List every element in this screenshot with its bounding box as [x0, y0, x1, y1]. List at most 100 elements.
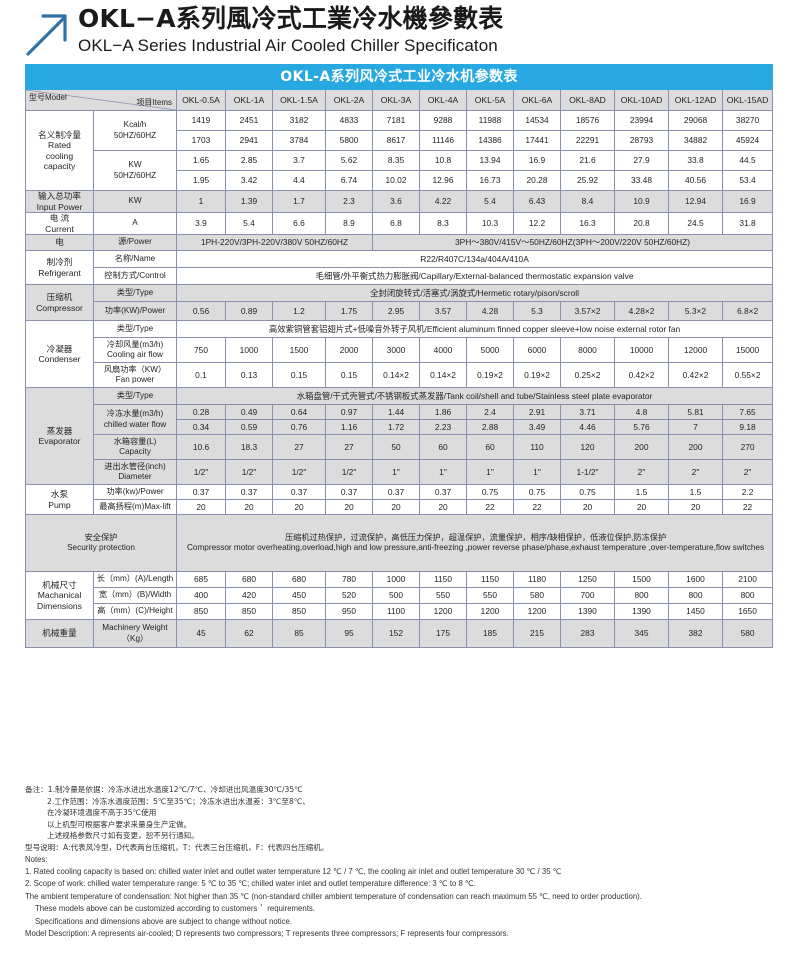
cell-kw60-3: 6.74: [325, 170, 373, 191]
group-label-input-power: 输入总功率 Input Power: [25, 190, 94, 213]
cell-weight-5: 175: [419, 619, 467, 648]
cell-inputpower-11: 16.9: [721, 190, 774, 213]
cell-pumplift-10: 20: [668, 499, 723, 515]
cell-current-3: 8.9: [325, 212, 373, 235]
group-line: capacity: [43, 161, 76, 171]
cell-chilledflowa-0: 0.28: [176, 404, 226, 420]
item-line: Diameter: [118, 472, 152, 481]
model-header-0: OKL-0.5A: [176, 89, 226, 111]
cell-current-11: 31.8: [721, 212, 774, 235]
group-line: 输入总功率: [38, 191, 81, 201]
item-line: 进出水管径(inch): [104, 461, 166, 471]
item-line: Capacity: [119, 447, 151, 456]
item-label-compressor-power: 功率(KW)/Power: [93, 301, 177, 321]
cell-kw60-10: 40.56: [668, 170, 723, 191]
cell-kw50-0: 1.65: [176, 150, 226, 171]
group-line: 电 流: [49, 213, 70, 223]
cell-comppower-3: 1.75: [325, 301, 373, 321]
cell-fanpower-1: 0.13: [225, 362, 273, 388]
cell-pumppower-1: 0.37: [225, 484, 273, 500]
cell-pumplift-7: 22: [513, 499, 561, 515]
cell-current-2: 6.6: [272, 212, 326, 235]
cell-current-4: 6.8: [372, 212, 420, 235]
cell-kcal60-4: 8617: [372, 130, 420, 151]
cell-fanpower-7: 0.19×2: [513, 362, 561, 388]
cell-kw50-3: 5.62: [325, 150, 373, 171]
cell-width-3: 520: [325, 587, 373, 604]
cell-length-4: 1000: [372, 571, 420, 588]
cell-comppower-5: 3.57: [419, 301, 467, 321]
spec-table-wrapper: OKL-A系列风冷式工业冷水机参数表 型号Model 项目Items OKL-0…: [24, 64, 774, 648]
table-row: 压缩机 Compressor 类型/Type 全封闭旋转式/活塞式/涡旋式/He…: [25, 284, 774, 321]
cell-current-10: 24.5: [668, 212, 723, 235]
model-header-1: OKL-1A: [225, 89, 273, 111]
diagonal-arrow-logo-icon: [26, 14, 67, 56]
table-row: 机械尺寸 Machanical Dimensions 长（mm）(A)/Leng…: [25, 571, 774, 620]
group-label-compressor: 压缩机 Compressor: [25, 284, 94, 321]
note-cn-3: 在冷凝环境温度不高于35℃使用: [47, 808, 157, 818]
cell-condair-9: 10000: [614, 337, 669, 363]
table-row: 功率(KW)/Power 0.56 0.89 1.2 1.75 2.95 3.5…: [26, 301, 774, 321]
cell-kcal50-4: 7181: [372, 110, 420, 131]
table-row: 机械重量 Machinery Weight （Kg） 45 62 85 95 1…: [25, 619, 774, 648]
cell-pumppower-8: 0.75: [560, 484, 615, 500]
cell-kw50-2: 3.7: [272, 150, 326, 171]
group-line: Pump: [48, 499, 71, 510]
cell-chilledflowb-1: 0.59: [225, 419, 273, 435]
cell-kw50-1: 2.85: [225, 150, 273, 171]
cell-pumppower-3: 0.37: [325, 484, 373, 500]
table-row: 冷凝器 Condenser 类型/Type 高效紫铜管套铝翅片式+低噪音外转子风…: [25, 320, 774, 388]
cell-power-right: 3PH～380V/415V～50HZ/60HZ(3PH～200V/220V 50…: [371, 234, 774, 251]
cell-height-7: 1200: [513, 603, 561, 620]
cell-kcal60-6: 14386: [466, 130, 514, 151]
table-row: 电 源/Power 1PH-220V/3PH-220V/380V 50HZ/60…: [25, 234, 774, 251]
group-line: Rated: [48, 140, 71, 150]
table-row: 宽（mm）(B)/Width 400 420 450 520 500 550 5…: [26, 587, 774, 604]
cell-length-5: 1150: [419, 571, 467, 588]
cell-width-2: 450: [272, 587, 326, 604]
cell-pumppower-6: 0.75: [466, 484, 514, 500]
cell-width-10: 800: [668, 587, 723, 604]
cell-tankcap-6: 60: [466, 434, 514, 460]
cell-chilledflowa-4: 1.44: [372, 404, 420, 420]
group-line: 名义制冷量: [38, 129, 81, 140]
group-line: 制冷剂: [46, 257, 73, 267]
model-header-4: OKL-3A: [372, 89, 420, 111]
cell-kcal50-0: 1419: [176, 110, 226, 131]
cell-kcal50-11: 38270: [721, 110, 774, 131]
cell-length-10: 1600: [668, 571, 723, 588]
cell-pumppower-2: 0.37: [272, 484, 326, 500]
table-row: 输入总功率 Input Power KW 1 1.39 1.7 2.3 3.6 …: [25, 190, 774, 213]
cell-kw50-10: 33.8: [668, 150, 723, 171]
model-header-2: OKL-1.5A: [272, 89, 326, 111]
corner-header-cell: 型号Model 项目Items: [25, 89, 177, 111]
model-header-6: OKL-5A: [466, 89, 514, 111]
cell-condair-5: 4000: [419, 337, 467, 363]
item-line: Fan power: [115, 375, 155, 384]
model-header-10: OKL-12AD: [668, 89, 723, 111]
cell-current-5: 8.3: [419, 212, 467, 235]
cell-condair-8: 8000: [560, 337, 615, 363]
cell-kw50-9: 27.9: [614, 150, 669, 171]
cell-kw50-4: 8.35: [372, 150, 420, 171]
cell-fanpower-0: 0.1: [176, 362, 226, 388]
cell-kw60-4: 10.02: [372, 170, 420, 191]
cell-pumppower-11: 2.2: [721, 484, 774, 500]
cell-condair-3: 2000: [325, 337, 373, 363]
cell-tankcap-5: 60: [419, 434, 467, 460]
cell-weight-3: 95: [325, 619, 373, 648]
cell-pumplift-0: 20: [176, 499, 226, 515]
group-line: 蒸发器: [46, 425, 73, 436]
item-label-tank-capacity: 水箱容量(L) Capacity: [93, 434, 177, 460]
cell-kcal50-2: 3182: [272, 110, 326, 131]
cell-height-6: 1200: [466, 603, 514, 620]
table-row: 控制方式/Control 毛细管/外平衡式热力膨胀阀/Capillary/Ext…: [26, 267, 774, 285]
cell-length-2: 680: [272, 571, 326, 588]
cell-kw50-5: 10.8: [419, 150, 467, 171]
cell-fanpower-4: 0.14×2: [372, 362, 420, 388]
cell-inputpower-7: 6.43: [513, 190, 561, 213]
cell-kw50-7: 16.9: [513, 150, 561, 171]
cell-chilledflowa-10: 5.81: [668, 404, 723, 420]
cell-width-1: 420: [225, 587, 273, 604]
group-line: Compressor: [36, 302, 83, 313]
